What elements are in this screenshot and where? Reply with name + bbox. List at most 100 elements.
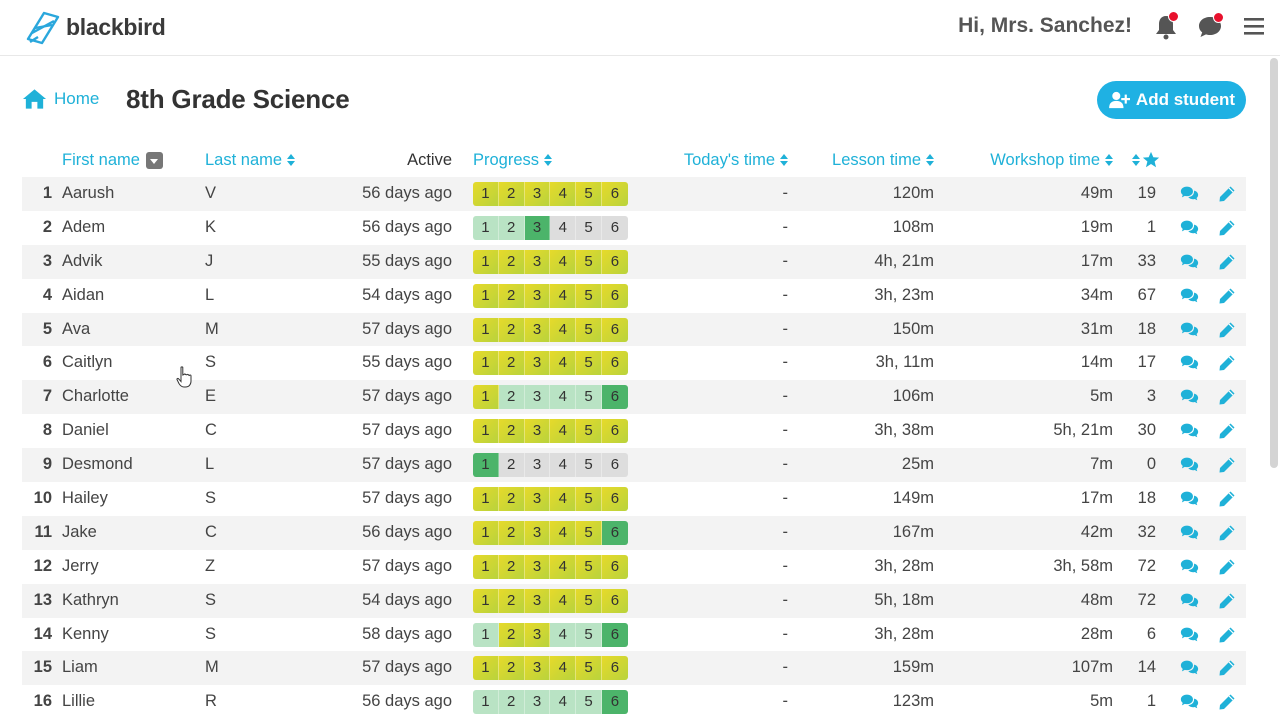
table-row[interactable]: 16 Lillie R 56 days ago -123m 5m 1 1 2 3 4 5 6 (22, 685, 1246, 719)
message-icon[interactable] (1180, 321, 1199, 338)
first-name-cell: Aarush (62, 184, 115, 202)
table-row[interactable]: 3 Advik J 55 days ago -4h, 21m 17m 33 1 2 3 4 5 6 (22, 244, 1246, 279)
stars-cell: 32 (1137, 522, 1156, 541)
students-table: First name Last name Active Progress Tod… (22, 143, 1246, 719)
sort-icon (544, 154, 553, 167)
header-progress[interactable]: Progress (473, 151, 553, 170)
table-row[interactable]: 10 Hailey S 57 days ago - 149m 17m 18 1 2 3 4 5 6 (22, 482, 1246, 516)
progress-segment: 5 (576, 453, 602, 478)
row-number: 1 (42, 184, 52, 202)
message-icon[interactable] (1180, 490, 1199, 507)
pencil-icon[interactable] (1218, 185, 1237, 202)
header-last-name[interactable]: Last name (205, 151, 296, 170)
home-link[interactable]: Home (22, 88, 99, 110)
message-icon[interactable] (1180, 558, 1199, 575)
header-workshop-time[interactable]: Workshop time (990, 151, 1113, 170)
table-row[interactable]: 11 Jake C 56 days ago -167m 42m 32 1 2 3 4 5 6 (22, 515, 1246, 550)
table-row[interactable]: 7 Charlotte E 57 days ago -106m 5m 3 1 2 3 4 5 6 (22, 380, 1246, 415)
message-icon[interactable] (1180, 185, 1199, 202)
workshop-time-cell: 17m (1080, 251, 1113, 270)
main-menu-button[interactable] (1242, 14, 1268, 40)
header-workshop-time-label: Workshop time (990, 151, 1100, 169)
message-icon[interactable] (1180, 354, 1199, 371)
table-row[interactable]: 1 Aarush V 56 days ago -120m 49m 19 1 2 3 4 5 6 (22, 177, 1246, 211)
brand-logo[interactable]: blackbird (24, 9, 166, 45)
table-row[interactable]: 15 Liam M 57 days ago -159m 107m 14 1 2 3 4 5 6 (22, 651, 1246, 686)
active-cell: 54 days ago (362, 285, 452, 304)
pencil-icon[interactable] (1218, 456, 1237, 473)
pencil-icon[interactable] (1218, 253, 1237, 270)
message-icon[interactable] (1180, 626, 1199, 643)
message-icon[interactable] (1180, 456, 1199, 473)
pencil-icon[interactable] (1218, 422, 1237, 439)
first-name-cell: Aidan (62, 285, 105, 304)
message-icon[interactable] (1180, 287, 1199, 304)
todays-time-cell: - (782, 217, 789, 236)
todays-time-cell: - (782, 353, 789, 372)
pencil-icon[interactable] (1218, 693, 1237, 710)
header-stars[interactable] (1132, 151, 1160, 169)
message-icon[interactable] (1180, 592, 1199, 609)
pencil-icon[interactable] (1218, 287, 1237, 304)
progress-segment: 3 (524, 215, 551, 240)
pencil-icon[interactable] (1218, 388, 1237, 405)
message-icon[interactable] (1180, 388, 1199, 405)
pencil-icon[interactable] (1218, 558, 1237, 575)
message-icon[interactable] (1180, 422, 1199, 439)
table-row[interactable]: 8 Daniel C 57 days ago - 3h, 38m 5h, 21m 30 1 2 3 4… (22, 414, 1246, 448)
notifications-button[interactable] (1154, 11, 1180, 40)
header-active-label: Active (407, 151, 452, 169)
table-row[interactable]: 5 Ava M 57 days ago -150m 31m 18 1 2 3 4 5 6 (22, 312, 1246, 347)
table-row[interactable]: 2 Adem K 56 days ago -108m 19m 1 1 2 3 4 5 6 (22, 211, 1246, 245)
pencil-icon[interactable] (1218, 626, 1237, 643)
pencil-icon[interactable] (1218, 659, 1237, 676)
page-title: 8th Grade Science (126, 84, 350, 114)
pencil-icon[interactable] (1218, 592, 1237, 609)
table-row[interactable]: 6 Caitlyn S 55 days ago -3h, 11m 14m 17 1 2 3 4 5 6 (22, 346, 1246, 380)
stars-cell: 33 (1137, 251, 1156, 270)
table-row[interactable]: 9 Desmond L 57 days ago - 25m 7m 0 1 2 3 4 5 6 (22, 448, 1246, 483)
active-cell: 57 days ago (362, 387, 452, 406)
pencil-icon[interactable] (1218, 354, 1237, 371)
message-icon[interactable] (1180, 524, 1199, 541)
message-icon[interactable] (1180, 253, 1199, 270)
table-row[interactable]: 14 Kenny S 58 days ago -3h, 28m 28m 6 1 2 3 4 5 6 (22, 618, 1246, 652)
table-row[interactable]: 12 Jerry Z 57 days ago -3h, 28m 3h, 58m 72 1 2 3 4… (22, 550, 1246, 584)
table-row[interactable]: 4 Aidan L 54 days ago -3h, 23m 34m 67 1 2 3 4 5 6 (22, 279, 1246, 313)
sort-descending-icon[interactable] (145, 152, 163, 169)
pencil-icon[interactable] (1218, 219, 1237, 236)
message-icon[interactable] (1180, 693, 1199, 710)
messages-button[interactable] (1197, 12, 1224, 40)
progress-segment: 6 (601, 554, 628, 579)
header-lesson-time[interactable]: Lesson time (832, 151, 934, 170)
header-first-name[interactable]: First name (62, 151, 163, 170)
message-icon[interactable] (1180, 659, 1199, 676)
pencil-icon[interactable] (1218, 524, 1237, 541)
header-todays-time[interactable]: Today's time (684, 151, 788, 170)
progress-segment: 1 (473, 588, 499, 613)
message-icon[interactable] (1180, 219, 1199, 236)
table-row[interactable]: 13 Kathryn S 54 days ago - 5h, 18m 48m 72 1 2 3 4 5 6 (22, 583, 1246, 618)
add-student-button[interactable]: Add student (1097, 81, 1246, 119)
pencil-icon[interactable] (1218, 321, 1237, 338)
last-name-cell: V (205, 184, 217, 202)
progress-segment: 3 (524, 520, 551, 545)
vertical-scrollbar[interactable] (1270, 58, 1278, 468)
pencil-icon[interactable] (1218, 490, 1237, 507)
